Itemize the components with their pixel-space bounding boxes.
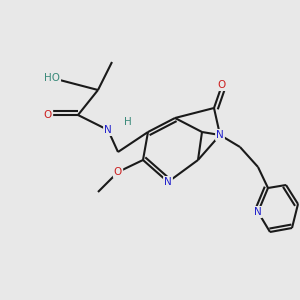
Text: N: N [254, 207, 262, 217]
Text: N: N [104, 125, 112, 135]
Text: O: O [44, 110, 52, 120]
Text: O: O [114, 167, 122, 177]
Text: N: N [164, 177, 172, 187]
Text: O: O [218, 80, 226, 90]
Text: HO: HO [44, 73, 60, 83]
Text: H: H [124, 117, 132, 127]
Text: N: N [216, 130, 224, 140]
